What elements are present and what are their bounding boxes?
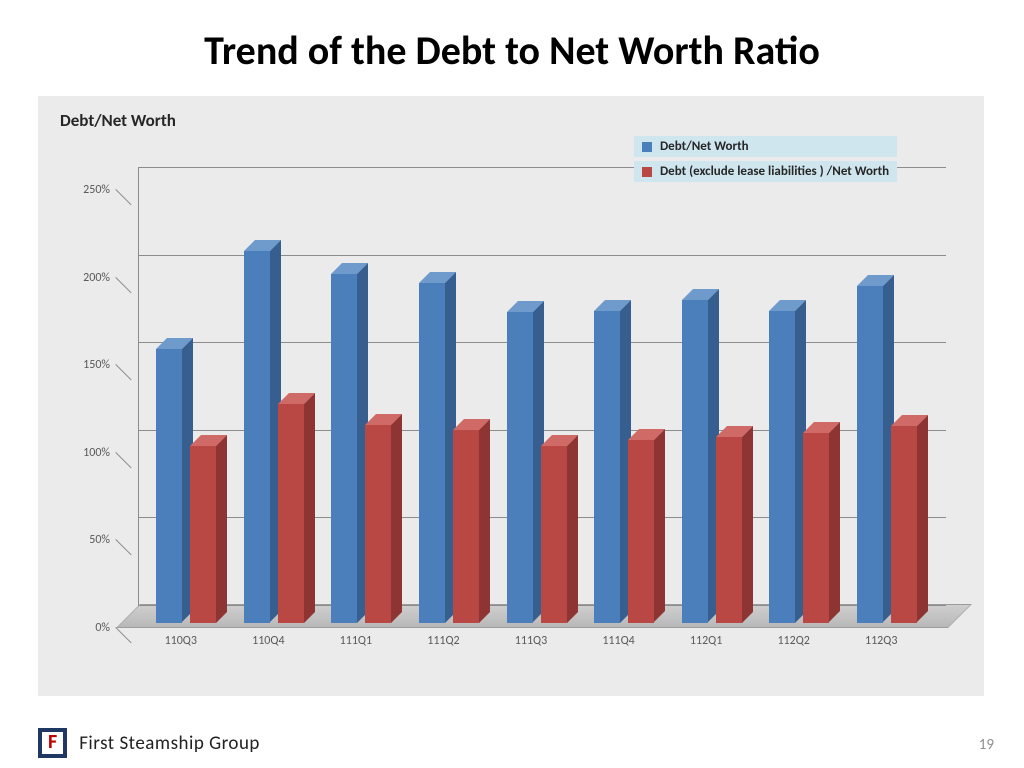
- slide-title: Trend of the Debt to Net Worth Ratio: [0, 0, 1024, 75]
- legend-swatch: [642, 167, 652, 177]
- legend-label: Debt/Net Worth: [660, 139, 749, 154]
- x-tick-label: 112Q3: [865, 634, 897, 648]
- bar: [278, 404, 304, 623]
- bar: [857, 286, 883, 622]
- y-tick-label: 100%: [83, 446, 110, 460]
- bar: [331, 274, 357, 623]
- bar: [682, 300, 708, 622]
- bar: [419, 283, 445, 623]
- y-tick-label: 50%: [89, 533, 110, 547]
- x-tick-label: 111Q3: [515, 634, 547, 648]
- bar: [628, 440, 654, 622]
- bar: [594, 311, 620, 623]
- bar: [190, 446, 216, 623]
- bar: [803, 433, 829, 622]
- x-tick-label: 110Q4: [252, 634, 284, 648]
- slide: Trend of the Debt to Net Worth Ratio Deb…: [0, 0, 1024, 768]
- bar: [156, 349, 182, 622]
- legend: Debt/Net Worth Debt (exclude lease liabil…: [634, 136, 897, 186]
- y-tick-label: 0%: [95, 621, 110, 635]
- x-tick-label: 111Q1: [340, 634, 372, 648]
- legend-swatch: [642, 142, 652, 152]
- logo-letter: F: [48, 734, 57, 750]
- y-tick-label: 200%: [83, 271, 110, 285]
- bar: [365, 425, 391, 623]
- x-tick-label: 112Q2: [777, 634, 809, 648]
- chart-area: Debt/Net Worth 0%50%100%150%200%250%110Q…: [38, 96, 984, 696]
- x-tick-label: 111Q4: [602, 634, 634, 648]
- page-number: 19: [979, 736, 994, 754]
- chart-subtitle: Debt/Net Worth: [60, 110, 176, 131]
- y-tick-label: 250%: [83, 183, 110, 197]
- legend-item: Debt (exclude lease liabilities ) /Net W…: [634, 161, 897, 182]
- y-tick-label: 150%: [83, 358, 110, 372]
- bar: [453, 430, 479, 623]
- x-tick-label: 112Q1: [690, 634, 722, 648]
- bar: [244, 251, 270, 622]
- bar: [541, 446, 567, 623]
- bar: [716, 437, 742, 623]
- plot-region: 0%50%100%150%200%250%110Q3110Q4111Q1111Q…: [116, 168, 946, 628]
- legend-item: Debt/Net Worth: [634, 136, 897, 157]
- x-tick-label: 110Q3: [165, 634, 197, 648]
- x-tick-label: 111Q2: [427, 634, 459, 648]
- footer: F First Steamship Group: [38, 728, 260, 758]
- legend-label: Debt (exclude lease liabilities ) /Net W…: [660, 164, 889, 179]
- bar: [507, 312, 533, 622]
- company-name: First Steamship Group: [79, 732, 260, 755]
- bar: [769, 311, 795, 623]
- bar: [891, 426, 917, 622]
- company-logo: F: [38, 728, 67, 758]
